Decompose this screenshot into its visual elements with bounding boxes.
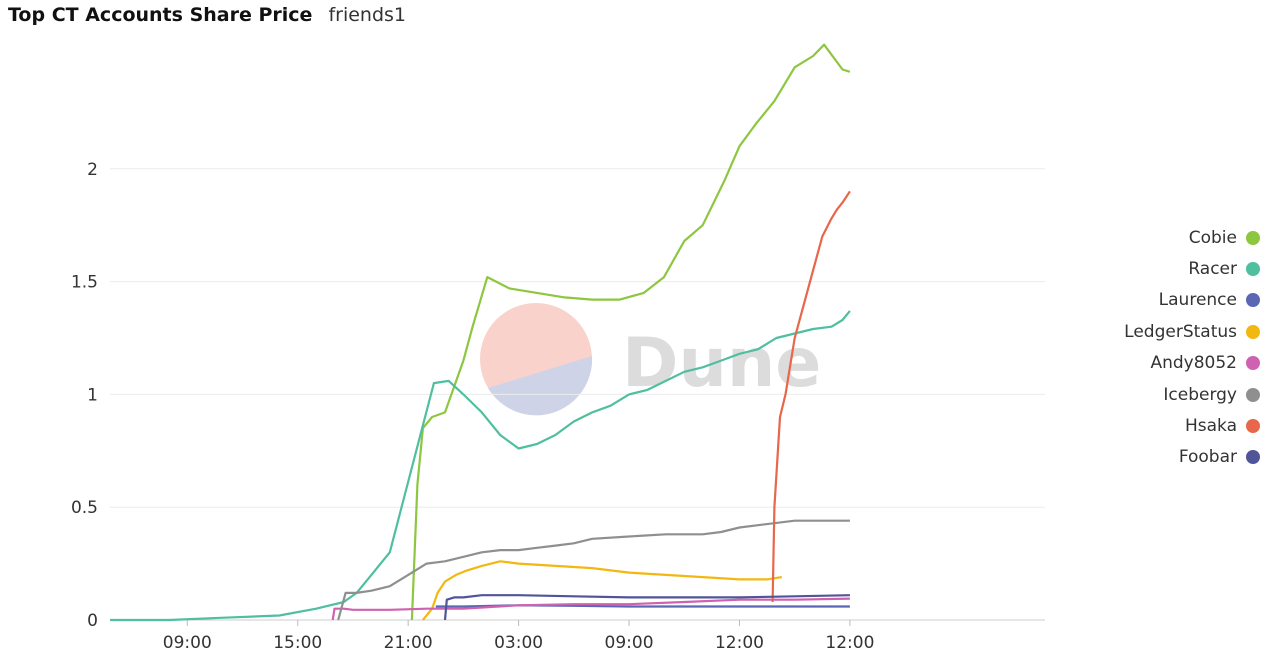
legend-dot-icon [1246, 450, 1260, 465]
legend-item-andy8052[interactable]: Andy8052 [1090, 348, 1260, 379]
legend-item-ledgerstatus[interactable]: LedgerStatus [1090, 316, 1260, 347]
watermark-logo-lower [488, 356, 593, 416]
watermark-text: Dune [622, 324, 821, 403]
legend-label: Cobie [1188, 227, 1237, 248]
legend-item-racer[interactable]: Racer [1090, 253, 1260, 284]
series-line-ledgerstatus[interactable] [422, 560, 782, 621]
x-tick-label: 12:00 [825, 633, 874, 653]
series-line-foobar[interactable] [443, 594, 850, 621]
series-line-laurence[interactable] [435, 604, 850, 608]
dune-watermark: Dune [480, 303, 821, 416]
legend-label: Foobar [1178, 447, 1237, 468]
legend-item-hsaka[interactable]: Hsaka [1090, 410, 1260, 441]
x-tick-label: 21:00 [384, 633, 433, 653]
legend-dot-icon [1246, 419, 1260, 434]
y-tick-label: 1 [87, 385, 98, 405]
legend-item-laurence[interactable]: Laurence [1090, 285, 1260, 316]
x-tick-label: 03:00 [494, 633, 543, 653]
chart-title: Top CT Accounts Share Price [8, 4, 313, 26]
legend-dot-icon [1246, 262, 1260, 277]
legend-label: Laurence [1158, 290, 1237, 311]
series-line-andy8052[interactable] [331, 597, 850, 621]
y-tick-label: 2 [87, 160, 98, 180]
y-tick-label: 0.5 [71, 498, 98, 518]
legend-item-cobie[interactable]: Cobie [1090, 222, 1260, 253]
series-line-cobie[interactable] [410, 43, 851, 621]
legend-label: Hsaka [1184, 416, 1237, 437]
legend-item-foobar[interactable]: Foobar [1090, 442, 1260, 473]
chart-header: Top CT Accounts Share Price friends1 [8, 4, 406, 34]
x-tick-label: 09:00 [163, 633, 212, 653]
series-line-hsaka[interactable] [771, 190, 851, 603]
legend-dot-icon [1246, 230, 1260, 245]
legend-dot-icon [1246, 324, 1260, 339]
legend-label: Andy8052 [1150, 353, 1237, 374]
x-tick-label: 09:00 [605, 633, 654, 653]
x-tick-label: 15:00 [273, 633, 322, 653]
y-tick-label: 0 [87, 611, 98, 631]
legend-label: Icebergy [1163, 384, 1237, 405]
chart-legend: Cobie Racer Laurence LedgerStatus Andy8052 Ic… [1090, 222, 1260, 473]
legend-dot-icon [1246, 387, 1260, 402]
series-line-racer[interactable] [110, 310, 851, 622]
series-line-icebergy[interactable] [337, 519, 850, 621]
legend-label: LedgerStatus [1124, 321, 1237, 342]
x-tick-label: 12:00 [715, 633, 764, 653]
y-tick-label: 1.5 [71, 273, 98, 293]
legend-item-icebergy[interactable]: Icebergy [1090, 379, 1260, 410]
legend-label: Racer [1188, 259, 1237, 280]
legend-dot-icon [1246, 293, 1260, 308]
legend-dot-icon [1246, 356, 1260, 371]
chart-subtitle: friends1 [328, 4, 406, 26]
